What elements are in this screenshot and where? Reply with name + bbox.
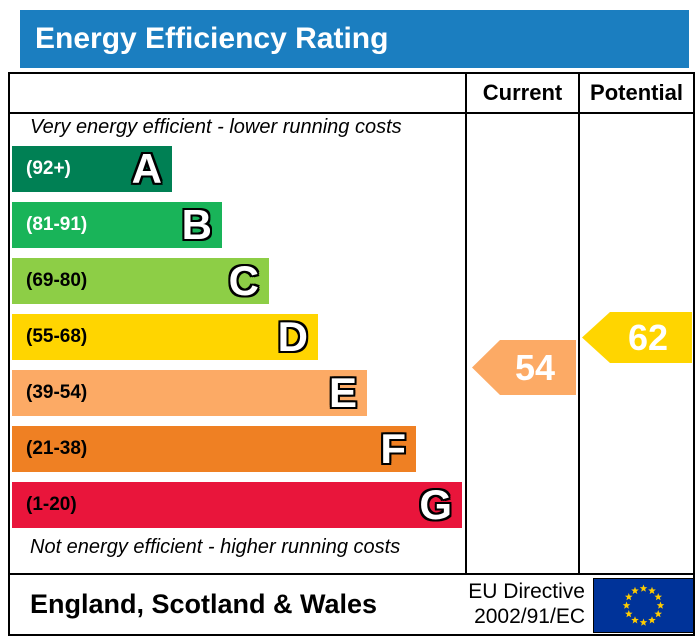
region-label: England, Scotland & Wales	[30, 589, 378, 619]
band-letter: F	[380, 425, 406, 472]
band-range-label: (69-80)	[26, 270, 88, 291]
column-divider-current	[465, 74, 467, 573]
eu-directive-line1: EU Directive	[468, 580, 585, 603]
band-range-label: (21-38)	[26, 438, 88, 459]
column-header-current: Current	[482, 80, 563, 105]
current-rating-arrow: 54	[472, 340, 576, 395]
column-header-potential: Potential	[590, 80, 683, 105]
rating-table: Current Potential Very energy efficient …	[8, 72, 695, 636]
band-row-g: (1-20) G	[12, 481, 462, 528]
band-letter: E	[328, 369, 357, 416]
top-note: Very energy efficient - lower running co…	[30, 116, 402, 138]
band-letter: D	[277, 313, 308, 360]
footer-divider	[10, 573, 693, 575]
band-row-e: (39-54) E	[12, 369, 367, 416]
band-letter: B	[181, 201, 212, 248]
current-rating-value: 54	[514, 346, 556, 388]
potential-rating-arrow: 62	[582, 312, 692, 363]
eu-flag-icon	[593, 578, 694, 633]
column-divider-potential	[578, 74, 580, 573]
band-range-label: (39-54)	[26, 382, 88, 403]
band-row-d: (55-68) D	[12, 313, 318, 360]
band-range-label: (92+)	[26, 158, 71, 179]
page-title: Energy Efficiency Rating	[35, 22, 389, 55]
title-bar: Energy Efficiency Rating	[20, 10, 689, 68]
band-row-a: (92+) A	[12, 145, 172, 192]
eu-directive-line2: 2002/91/EC	[474, 605, 585, 628]
band-range-label: (1-20)	[26, 494, 77, 515]
band-range-label: (55-68)	[26, 326, 88, 347]
band-row-c: (69-80) C	[12, 257, 269, 304]
eu-directive-label: EU Directive 2002/91/EC	[440, 579, 585, 629]
band-range-label: (81-91)	[26, 214, 88, 235]
band-letter: A	[131, 145, 162, 192]
header-divider	[10, 112, 693, 114]
band-row-b: (81-91) B	[12, 201, 222, 248]
band-letter: C	[228, 257, 259, 304]
potential-rating-value: 62	[627, 316, 669, 358]
bottom-note: Not energy efficient - higher running co…	[30, 536, 401, 558]
band-letter: G	[419, 481, 452, 528]
band-row-f: (21-38) F	[12, 425, 416, 472]
